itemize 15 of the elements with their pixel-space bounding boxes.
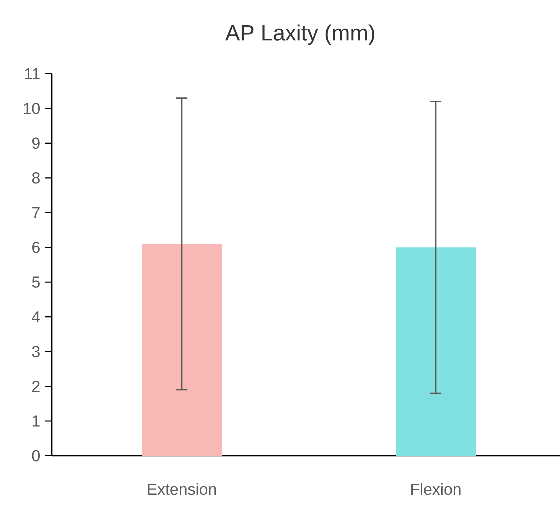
y-tick-label: 0	[32, 450, 40, 462]
y-tick-label: 4	[32, 312, 40, 323]
x-tick-label: Flexion	[412, 483, 461, 496]
y-tick-label: 7	[32, 207, 40, 218]
y-tick-label: 11	[25, 68, 40, 80]
y-tick-label: 5	[32, 276, 40, 288]
chart-title: AP Laxity (mm)	[226, 24, 374, 46]
y-tick-label: 6	[32, 242, 40, 254]
y-tick-label: 9	[32, 138, 40, 150]
y-tick-label: 8	[32, 172, 40, 184]
y-tick-label: 10	[24, 103, 40, 114]
y-tick-label: 3	[32, 346, 40, 358]
y-tick-label: 1	[32, 416, 40, 427]
y-tick-label: 2	[32, 380, 40, 392]
x-tick-label: Extension	[148, 483, 216, 496]
